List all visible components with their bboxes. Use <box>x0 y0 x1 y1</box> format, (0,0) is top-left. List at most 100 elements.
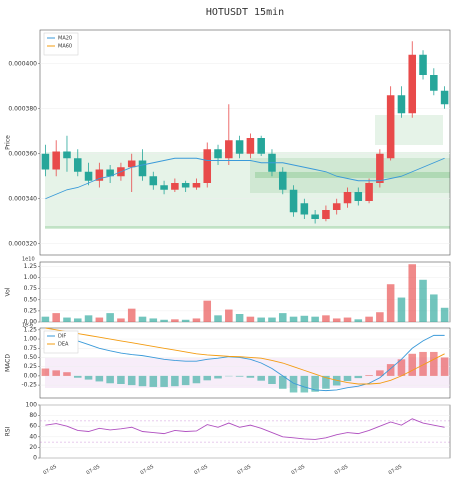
candle-body <box>246 138 255 154</box>
volume-bar <box>225 309 233 322</box>
x-tick-label: 07-05 <box>291 464 307 476</box>
macd-bar <box>386 364 395 376</box>
volume-bar <box>214 315 222 322</box>
y-tick-label: 100 <box>26 402 38 409</box>
candle-body <box>300 203 309 215</box>
x-tick-label: 07-05 <box>42 464 58 476</box>
candle-body <box>354 192 363 201</box>
offset-label: 1e-6 <box>22 323 33 329</box>
candle-body <box>73 158 82 172</box>
candle-body <box>278 171 287 190</box>
candle-body <box>203 149 212 183</box>
y-tick-label: 1.00 <box>24 274 38 281</box>
macd-bar <box>160 375 168 387</box>
volume-bar <box>322 315 330 322</box>
panel-frame <box>39 404 451 459</box>
candle-body <box>225 140 233 159</box>
candle-body <box>397 95 406 114</box>
macd-bar <box>257 375 265 381</box>
volume-bar <box>127 308 136 322</box>
volume-bar <box>192 318 201 322</box>
candle-body <box>343 192 352 204</box>
volume-bar <box>376 312 384 322</box>
macd-bar <box>322 375 330 389</box>
volume-bar <box>41 316 50 322</box>
volume-bar <box>149 318 158 322</box>
macd-bar <box>419 351 427 376</box>
x-tick-label: 07-05 <box>388 464 404 476</box>
macd-bar <box>171 375 179 387</box>
candle-body <box>171 183 179 190</box>
x-tick-label: 07-05 <box>139 464 155 476</box>
macd-bar <box>95 375 104 382</box>
chart-title: HOTUSDT 15min <box>206 7 284 18</box>
volume-bar <box>419 279 427 322</box>
candle-body <box>84 171 93 181</box>
macd-bar <box>52 370 60 376</box>
candle-body <box>138 160 147 177</box>
volume-bar <box>343 317 352 322</box>
volume-bar <box>257 317 265 322</box>
y-tick-label: 0.000320 <box>8 240 37 247</box>
candle-body <box>149 176 158 186</box>
volume-bar <box>278 313 287 322</box>
macd-bar <box>268 375 276 384</box>
y-tick-label: 0.75 <box>24 285 38 292</box>
volume-bar <box>289 316 298 322</box>
candle-body <box>440 90 449 105</box>
candle-body <box>235 140 244 154</box>
legend-label: DIF <box>58 334 66 340</box>
volume-bar <box>171 319 179 322</box>
macd-bar <box>289 375 298 393</box>
volume-bar <box>181 319 190 322</box>
candle-body <box>386 95 395 159</box>
y-tick-label: 0.50 <box>24 296 38 303</box>
volume-bar <box>160 319 168 322</box>
candle-body <box>365 183 373 201</box>
macd-bar <box>181 375 190 386</box>
volume-bar <box>311 316 319 322</box>
rsi-line <box>45 418 445 440</box>
volume-bar <box>397 297 406 322</box>
y-tick-label: 60 <box>29 423 37 430</box>
y-tick-label: 20 <box>29 444 37 451</box>
macd-bar <box>149 375 158 387</box>
macd-bar <box>106 375 114 384</box>
volume-bar <box>106 313 114 322</box>
volume-bar <box>235 314 244 322</box>
macd-bar <box>300 375 309 393</box>
macd-bar <box>408 353 417 376</box>
volume-bar <box>300 315 309 322</box>
legend-label: MA60 <box>58 44 72 50</box>
candle-body <box>160 185 168 190</box>
y-axis-label: Vol <box>5 287 12 296</box>
macd-bar <box>235 375 244 377</box>
y-tick-label: 0.000340 <box>8 195 37 202</box>
zone <box>375 115 443 145</box>
legend-label: MA20 <box>58 36 72 42</box>
panel-frame <box>39 327 451 399</box>
macd-bar <box>430 351 438 376</box>
macd-bar <box>311 375 319 392</box>
y-tick-label: 0.00 <box>24 319 38 326</box>
x-tick-label: 07-05 <box>237 464 253 476</box>
volume-bar <box>95 317 104 322</box>
volume-bar <box>63 317 71 322</box>
volume-bar <box>73 318 82 322</box>
volume-bar <box>203 300 212 322</box>
y-tick-label: 40 <box>29 433 37 440</box>
candle-body <box>127 160 136 168</box>
macd-bar <box>138 375 147 387</box>
candle-body <box>181 183 190 188</box>
candle-body <box>214 149 222 159</box>
x-tick-label: 07-05 <box>193 464 209 476</box>
y-tick-label: 1.25 <box>24 326 38 333</box>
volume-bar <box>117 318 125 322</box>
candle-body <box>41 153 50 170</box>
y-axis-label: MACD <box>5 354 12 372</box>
candle-body <box>192 183 201 188</box>
y-tick-label: 0.00 <box>24 372 38 379</box>
y-tick-label: 0.25 <box>24 363 38 370</box>
volume-bar <box>365 316 373 322</box>
